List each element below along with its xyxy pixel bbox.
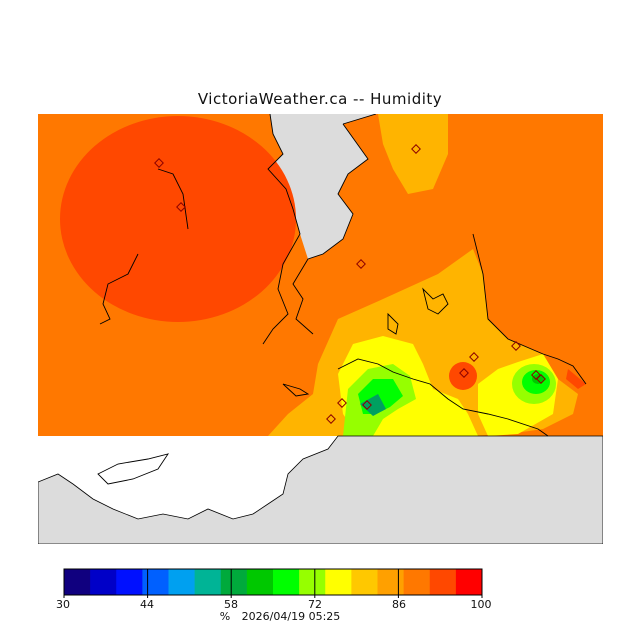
legend-swatch: [142, 569, 169, 595]
legend-timestamp: 2026/04/19 05:25: [241, 610, 341, 623]
humidity-area-green-east-core: [532, 374, 544, 384]
legend-swatch: [377, 569, 405, 595]
legend-unit: %: [219, 610, 231, 623]
legend-swatch: [299, 569, 326, 595]
legend-swatch: [351, 569, 378, 595]
station-marker: [411, 144, 421, 154]
weather-stations: [154, 144, 546, 424]
legend-tick: 72: [308, 598, 322, 611]
legend-swatch: [246, 569, 274, 595]
unfilled-water: [38, 436, 338, 519]
legend-tick: 30: [56, 598, 70, 611]
legend-swatch: [429, 569, 457, 595]
station-marker: [356, 259, 366, 269]
color-legend: [63, 568, 483, 598]
legend-tick: 58: [224, 598, 238, 611]
station-marker: [511, 341, 521, 351]
humidity-map: [38, 114, 603, 544]
southern-shore: [38, 435, 603, 544]
station-marker: [362, 400, 372, 410]
legend-tick: 86: [392, 598, 406, 611]
legend-tick: 44: [140, 598, 154, 611]
humidity-area-ne: [378, 114, 448, 194]
legend-swatch: [325, 569, 352, 595]
humidity-area-dark-green: [360, 394, 386, 416]
legend-swatch: [194, 569, 222, 595]
legend-swatch: [90, 569, 117, 595]
legend-swatch: [64, 569, 91, 595]
legend-swatch: [455, 569, 483, 595]
station-marker: [459, 368, 469, 378]
station-marker: [326, 414, 336, 424]
station-marker: [176, 202, 186, 212]
station-marker: [337, 398, 347, 408]
legend-caption: % 2026/04/19 05:25: [0, 610, 560, 623]
station-marker: [154, 158, 164, 168]
map-title: VictoriaWeather.ca -- Humidity: [197, 90, 443, 108]
legend-swatch: [168, 569, 196, 595]
humidity-area-high: [60, 116, 296, 322]
legend-tick: 100: [470, 598, 492, 611]
station-marker: [469, 352, 479, 362]
legend-swatch: [116, 569, 143, 595]
legend-swatch: [403, 569, 431, 595]
coastlines: [97, 114, 587, 485]
legend-swatch: [273, 569, 300, 595]
legend-swatch: [220, 569, 248, 595]
station-marker: [536, 374, 546, 384]
humidity-area-spot-east: [566, 369, 586, 389]
